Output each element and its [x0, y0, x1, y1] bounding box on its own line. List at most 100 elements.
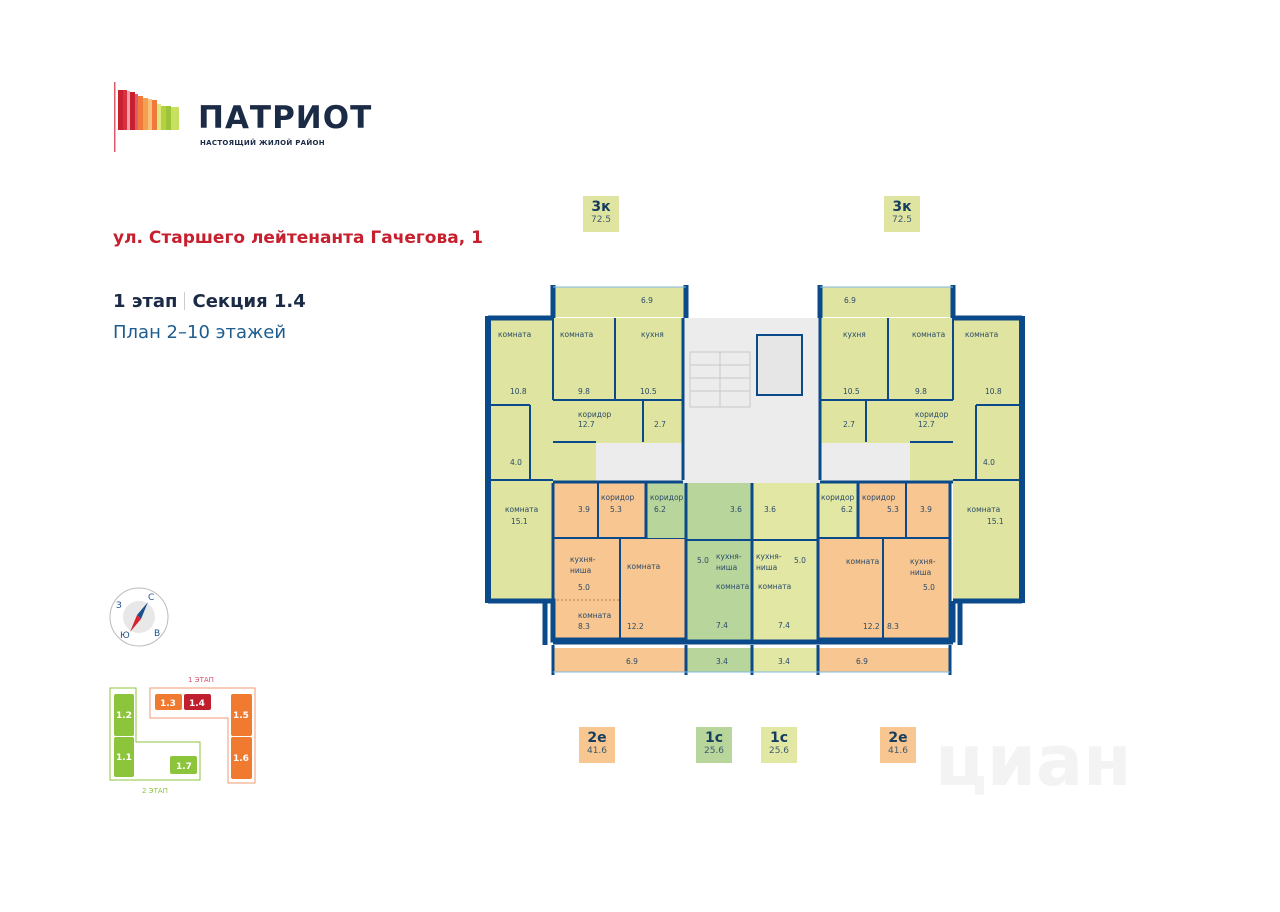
- room-label: 10.8: [985, 387, 1002, 396]
- room-label: 5.0: [923, 583, 935, 592]
- floor-range: План 2–10 этажей: [113, 322, 287, 343]
- stage-label: 1 этап: [113, 291, 178, 312]
- room-label: комната: [578, 611, 611, 620]
- section-label: Секция 1.4: [192, 291, 306, 312]
- badge-type: 3к: [892, 199, 912, 215]
- room-label: ниша: [756, 563, 777, 572]
- room-label: 12.2: [863, 622, 880, 631]
- room-label: комната: [716, 582, 749, 591]
- badge-area: 25.6: [703, 746, 725, 756]
- room-label: 1.5: [233, 711, 249, 721]
- room-label: комната: [505, 505, 538, 514]
- section-1.5[interactable]: 1.5: [231, 694, 252, 736]
- room-label: комната: [758, 582, 791, 591]
- room-label: 9.8: [915, 387, 927, 396]
- room-label: 10.5: [640, 387, 657, 396]
- apartment-badge-3k-left[interactable]: 3к 72.5: [583, 196, 619, 232]
- room-label: 5.0: [794, 556, 806, 565]
- badge-area: 72.5: [891, 215, 913, 225]
- badge-type: 3к: [591, 199, 611, 215]
- room-label: ниша: [716, 563, 737, 572]
- badge-type: 1с: [769, 730, 789, 746]
- apartment-1c-left[interactable]: коридор 6.2 3.6 5.0 кухня-ниша комната 7.4…: [646, 483, 752, 672]
- stage1-label: 1 ЭТАП: [188, 676, 214, 684]
- room-label: 10.5: [843, 387, 860, 396]
- room-label: 15.1: [511, 517, 528, 526]
- room-label: кухня: [641, 330, 664, 339]
- room-label: 2.7: [843, 420, 855, 429]
- room-label: 5.0: [697, 556, 709, 565]
- room-label: ниша: [910, 568, 931, 577]
- room-label: 5.3: [887, 505, 899, 514]
- apartment-badge-3k-right[interactable]: 3к 72.5: [884, 196, 920, 232]
- room-label: 3.6: [764, 505, 776, 514]
- room-label: 5.3: [610, 505, 622, 514]
- room-label: 6.2: [654, 505, 666, 514]
- brand-name: ПАТРИОТ: [198, 100, 373, 136]
- room-label: 12.2: [627, 622, 644, 631]
- common-area: [596, 318, 910, 483]
- apartment-2e-right[interactable]: коридор 5.3 3.9 комната 12.2 кухня-ниша 5.…: [818, 483, 950, 672]
- section-1.6[interactable]: 1.6: [231, 737, 252, 779]
- room-label: 7.4: [778, 621, 790, 630]
- room-label: коридор: [862, 493, 896, 502]
- apartment-badge-1c-right[interactable]: 1с 25.6: [761, 727, 797, 763]
- badge-type: 2е: [587, 730, 607, 746]
- section-1.2[interactable]: 1.2: [114, 694, 134, 736]
- badge-type: 1с: [704, 730, 724, 746]
- section-1.1[interactable]: 1.1: [114, 737, 134, 777]
- brand-tagline: НАСТОЯЩИЙ ЖИЛОЙ РАЙОН: [200, 139, 325, 147]
- room-label: 1.4: [189, 699, 205, 709]
- room-label: 1.7: [176, 762, 192, 772]
- east-label: В: [154, 629, 160, 639]
- badge-area: 25.6: [768, 746, 790, 756]
- room-label: 12.7: [578, 420, 595, 429]
- room-label: 5.0: [578, 583, 590, 592]
- room-label: 12.7: [918, 420, 935, 429]
- room-label: 6.2: [841, 505, 853, 514]
- room-label: кухня-: [716, 552, 742, 561]
- apartment-badge-2e-left[interactable]: 2е 41.6: [579, 727, 615, 763]
- section-1.3[interactable]: 1.3: [155, 694, 182, 710]
- section-1.7[interactable]: 1.7: [170, 756, 197, 774]
- room-label: коридор: [915, 410, 949, 419]
- apartment-3k-left[interactable]: 6.9 комната 10.8 комната 9.8 кухня 10.5 кор…: [488, 287, 686, 601]
- apartment-badge-2e-right[interactable]: 2е 41.6: [880, 727, 916, 763]
- address: ул. Старшего лейтенанта Гачегова, 1: [113, 228, 483, 248]
- room-label: комната: [967, 505, 1000, 514]
- divider: [184, 292, 186, 310]
- room-label: коридор: [578, 410, 612, 419]
- walls: [485, 285, 1025, 675]
- room-label: кухня-: [910, 557, 936, 566]
- stage2-label: 2 ЭТАП: [142, 787, 168, 795]
- room-label: 1.1: [116, 753, 132, 763]
- room-label: 2.7: [654, 420, 666, 429]
- room-label: комната: [627, 562, 660, 571]
- room-label: кухня-: [756, 552, 782, 561]
- room-label: коридор: [650, 493, 684, 502]
- room-label: кухня: [843, 330, 866, 339]
- apartment-3k-right[interactable]: 6.9 кухня 10.5 комната 9.8 комната 10.8 кор…: [820, 287, 1022, 601]
- room-label: комната: [560, 330, 593, 339]
- apartment-1c-right[interactable]: 3.6 кухня-ниша 5.0 комната 7.4 3.4 коридо…: [752, 483, 858, 672]
- room-label: 4.0: [510, 458, 522, 467]
- room-label: 9.8: [578, 387, 590, 396]
- badge-area: 41.6: [887, 746, 909, 756]
- room-label: 3.4: [778, 657, 790, 666]
- compass-needle-south: [130, 615, 141, 632]
- compass: С Ю В З: [109, 587, 169, 647]
- section-1.4[interactable]: 1.4: [184, 694, 211, 710]
- room-label: 3.4: [716, 657, 728, 666]
- room-label: 1.3: [160, 699, 176, 709]
- compass-needle-north: [137, 602, 148, 619]
- stairs: [689, 351, 751, 408]
- room-label: 4.0: [983, 458, 995, 467]
- room-label: кухня-: [570, 555, 596, 564]
- room-label: 1.2: [116, 711, 132, 721]
- room-label: комната: [498, 330, 531, 339]
- apartment-badge-1c-left[interactable]: 1с 25.6: [696, 727, 732, 763]
- room-label: 8.3: [578, 622, 590, 631]
- room-label: 1.6: [233, 754, 249, 764]
- south-label: Ю: [120, 631, 130, 641]
- stage-section: 1 этап Секция 1.4: [113, 291, 306, 312]
